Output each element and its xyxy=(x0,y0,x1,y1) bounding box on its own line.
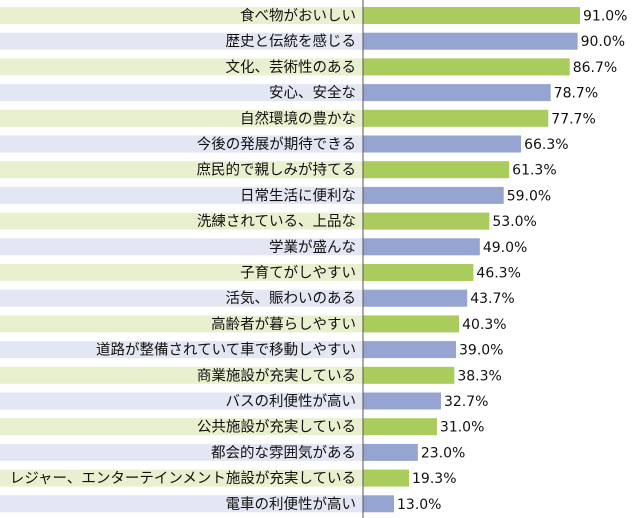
data-label: 32.7% xyxy=(444,394,488,410)
bar xyxy=(363,212,490,230)
data-label: 53.0% xyxy=(492,214,536,230)
bar xyxy=(363,289,468,307)
bar xyxy=(363,315,460,333)
data-label: 38.3% xyxy=(457,368,501,384)
bar xyxy=(363,443,418,461)
bar xyxy=(363,109,549,127)
bar xyxy=(363,418,437,436)
data-label: 19.3% xyxy=(412,471,456,487)
category-label: 高齢者が暮らしやすい xyxy=(211,316,356,333)
category-band xyxy=(0,443,363,461)
bar xyxy=(363,84,551,102)
category-band xyxy=(0,161,363,179)
category-label: 電車の利便性が高い xyxy=(226,496,357,513)
data-label: 49.0% xyxy=(483,240,527,256)
bar xyxy=(363,135,522,153)
data-label: 23.0% xyxy=(421,445,465,461)
bar xyxy=(363,495,394,513)
category-label: 自然環境の豊かな xyxy=(240,109,356,127)
bar xyxy=(363,186,504,204)
data-label: 40.3% xyxy=(462,317,506,333)
category-label: バスの利便性が高い xyxy=(226,393,357,410)
category-label: 洗練されている、上品な xyxy=(197,213,356,230)
category-band xyxy=(0,238,363,256)
data-label: 90.0% xyxy=(581,34,625,50)
category-label: 庶民的で親しみが持てる xyxy=(197,162,357,179)
category-label: 子育てがしやすい xyxy=(240,265,356,282)
category-band xyxy=(0,289,363,307)
data-label: 77.7% xyxy=(551,111,595,127)
category-label: レジャー、エンターテインメント施設が充実している xyxy=(10,470,356,487)
category-label: 都会的な雰囲気がある xyxy=(211,444,356,461)
bar xyxy=(363,366,455,384)
category-band xyxy=(0,109,363,127)
data-label: 78.7% xyxy=(554,86,598,102)
category-label: 安心、安全な xyxy=(269,84,356,102)
category-band xyxy=(0,58,363,76)
category-label: 食べ物がおいしい xyxy=(240,8,356,25)
data-label: 39.0% xyxy=(459,343,503,359)
category-band xyxy=(0,495,363,513)
data-label: 31.0% xyxy=(440,420,484,436)
category-band xyxy=(0,392,363,410)
category-label: 今後の発展が期待できる xyxy=(197,136,356,153)
data-label: 46.3% xyxy=(476,266,520,282)
bar xyxy=(363,264,474,281)
category-label: 日常生活に便利な xyxy=(240,187,356,204)
data-label: 66.3% xyxy=(524,137,568,153)
bar xyxy=(363,7,580,24)
category-band xyxy=(0,315,363,333)
category-band xyxy=(0,186,363,204)
category-band xyxy=(0,84,363,102)
bar xyxy=(363,469,410,487)
data-label: 13.0% xyxy=(397,497,441,513)
data-label: 86.7% xyxy=(573,60,617,76)
category-band xyxy=(0,212,363,230)
category-band xyxy=(0,469,363,487)
bar xyxy=(363,341,456,359)
data-label: 91.0% xyxy=(583,9,627,25)
data-label: 61.3% xyxy=(512,163,556,179)
category-band xyxy=(0,418,363,436)
category-band xyxy=(0,7,363,24)
category-label: 商業施設が充実している xyxy=(197,367,356,384)
category-label: 公共施設が充実している xyxy=(197,419,356,436)
data-label: 43.7% xyxy=(470,291,514,307)
data-label: 59.0% xyxy=(507,188,551,204)
category-label: 文化、芸術性のある xyxy=(226,59,357,76)
bar xyxy=(363,32,578,50)
bar xyxy=(363,161,510,179)
category-band xyxy=(0,135,363,153)
category-label: 学業が盛んな xyxy=(269,239,356,256)
category-label: 歴史と伝統を感じる xyxy=(226,33,357,50)
bar xyxy=(363,238,480,256)
category-label: 道路が整備されていて車で移動しやすい xyxy=(96,342,356,359)
category-band xyxy=(0,341,363,359)
category-label: 活気、賑わいのある xyxy=(226,290,357,307)
category-band xyxy=(0,264,363,281)
category-band xyxy=(0,32,363,50)
bar xyxy=(363,58,570,76)
category-band xyxy=(0,366,363,384)
bar xyxy=(363,392,441,410)
